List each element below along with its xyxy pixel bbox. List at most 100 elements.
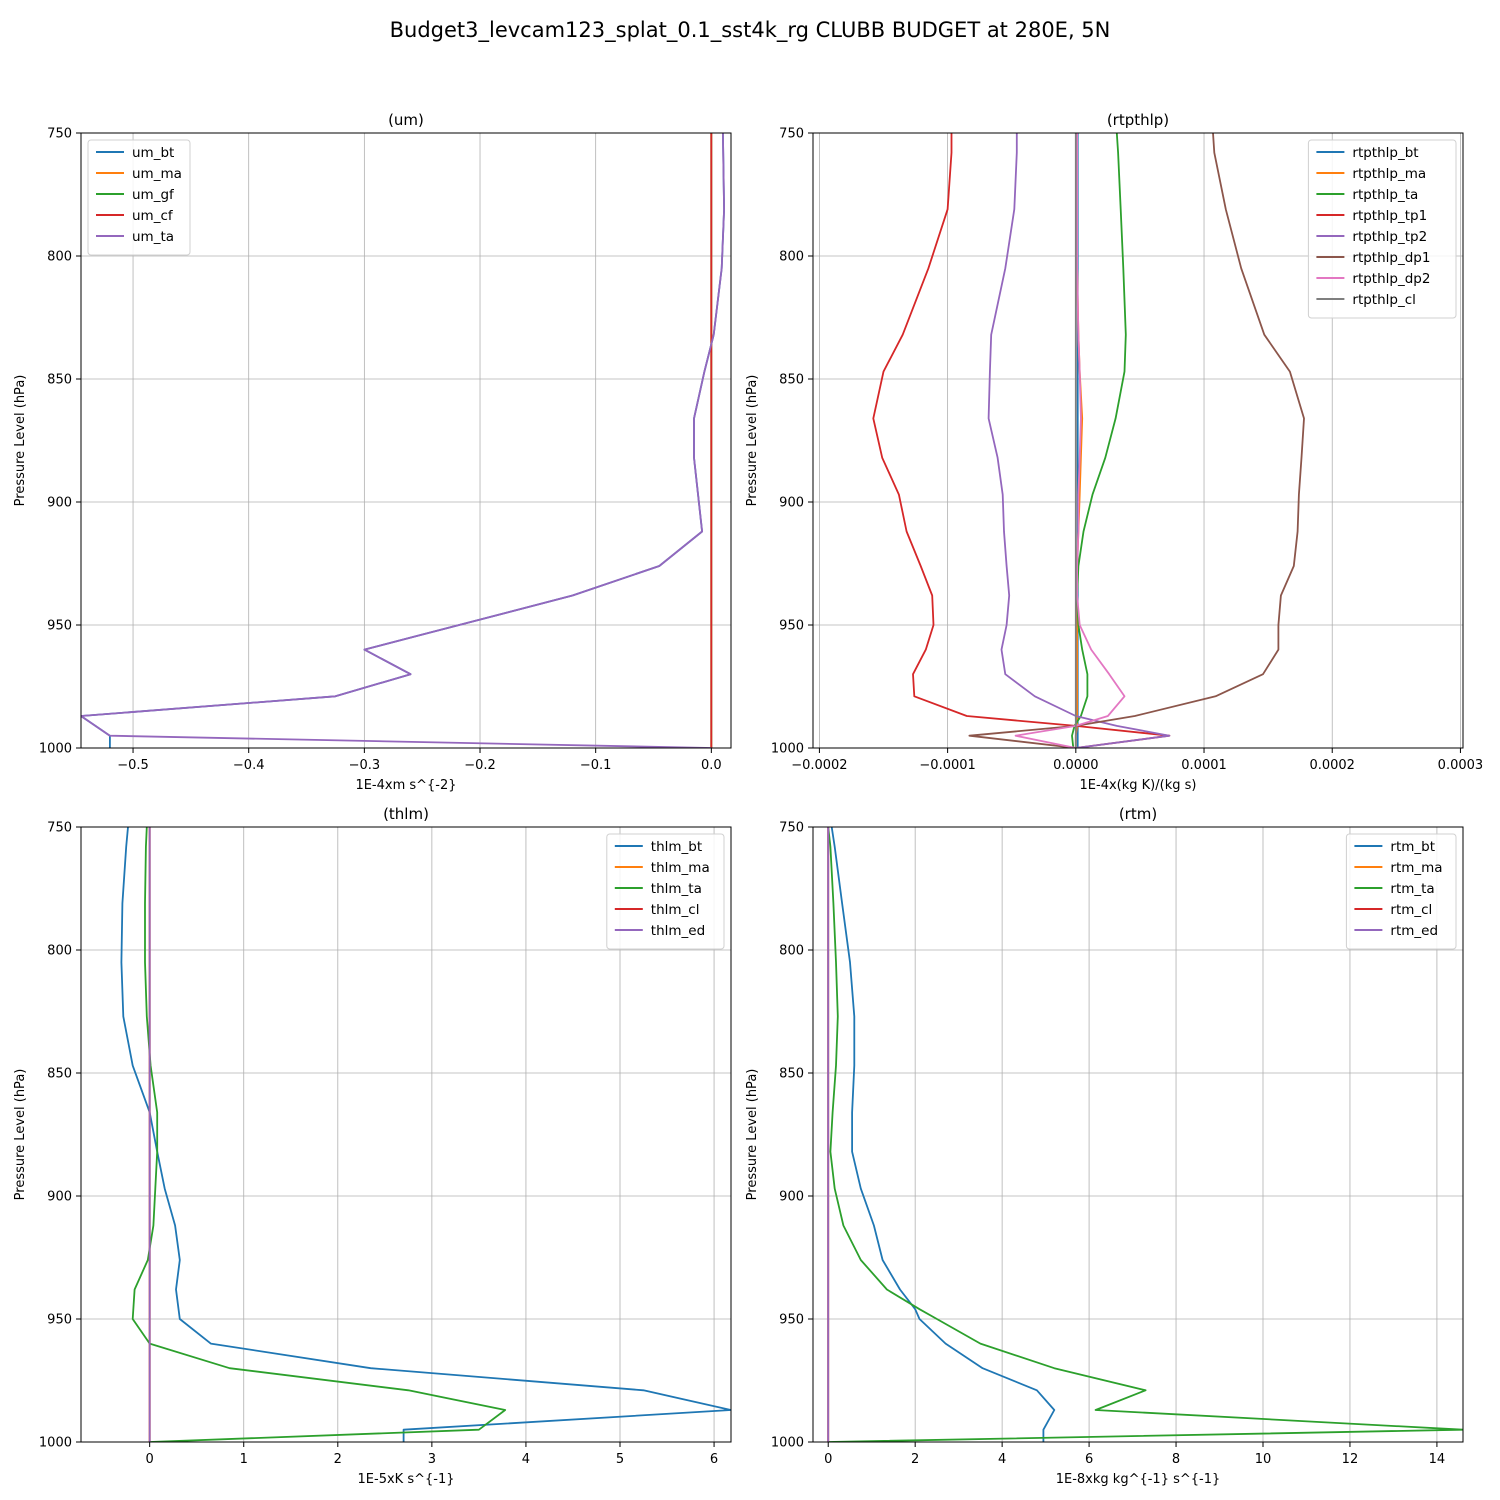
legend-label-rtpthlp_tp2: rtpthlp_tp2 xyxy=(1352,229,1427,245)
series-lines xyxy=(827,827,1463,1442)
y-tick-label: 950 xyxy=(779,619,804,634)
legend: rtpthlp_bt rtpthlp_ma rtpthlp_ta rtpthlp_tp… xyxy=(1307,139,1457,319)
series-line-thlm_bt xyxy=(120,827,731,1442)
x-tick-label: 4 xyxy=(522,1452,530,1467)
y-tick-label: 900 xyxy=(47,1190,72,1205)
x-tick-label: 0.0001 xyxy=(1181,758,1227,773)
subplot-title: (rtm) xyxy=(1119,805,1157,823)
legend-label-um_bt: um_bt xyxy=(132,145,174,161)
x-tick-label: 10 xyxy=(1255,1452,1272,1467)
y-tick-label: 950 xyxy=(47,619,72,634)
legend: thlm_bt thlm_ma thlm_ta thlm_cl thlm_ed xyxy=(606,833,725,950)
y-tick-label: 900 xyxy=(779,1190,804,1205)
series-line-rtpthlp_dp2 xyxy=(1014,133,1126,748)
series-line-rtpthlp_tp2 xyxy=(987,133,1171,748)
legend-label-rtpthlp_dp1: rtpthlp_dp1 xyxy=(1352,250,1430,266)
y-axis-label: Pressure Level (hPa) xyxy=(13,375,28,507)
figure-title: Budget3_levcam123_splat_0.1_sst4k_rg CLU… xyxy=(390,18,1111,43)
series-line-rtpthlp_tp1 xyxy=(872,133,1171,748)
y-tick-label: 800 xyxy=(779,250,804,265)
legend-label-rtpthlp_dp2: rtpthlp_dp2 xyxy=(1352,271,1430,287)
legend-label-thlm_bt: thlm_bt xyxy=(651,839,702,855)
x-tick-label: 8 xyxy=(1172,1452,1180,1467)
x-tick-label: 12 xyxy=(1342,1452,1359,1467)
y-tick-label: 950 xyxy=(779,1313,804,1328)
subplot-title: (um) xyxy=(388,111,424,129)
legend-label-thlm_ta: thlm_ta xyxy=(651,881,702,897)
x-tick-label: −0.2 xyxy=(464,758,496,773)
y-tick-label: 1000 xyxy=(771,1436,804,1451)
series-line-rtpthlp_dp1 xyxy=(968,133,1305,748)
series-lines xyxy=(120,827,731,1442)
subplot-1: −0.0002 −0.0001 0.0000 0.0001 0.0002 0.0003 75… xyxy=(745,111,1483,793)
x-tick-label: −0.0002 xyxy=(791,758,847,773)
legend-label-thlm_cl: thlm_cl xyxy=(651,902,700,918)
legend-box xyxy=(1345,833,1457,950)
x-tick-label: 0 xyxy=(146,1452,154,1467)
legend-label-rtpthlp_cl: rtpthlp_cl xyxy=(1352,292,1416,308)
x-tick-label: −0.0001 xyxy=(919,758,975,773)
y-tick-label: 1000 xyxy=(39,1436,72,1451)
x-axis-label: 1E-8xkg kg^{-1} s^{-1} xyxy=(1056,1472,1221,1487)
x-tick-label: −0.3 xyxy=(349,758,381,773)
x-tick-label: −0.4 xyxy=(233,758,265,773)
x-tick-label: 1 xyxy=(240,1452,248,1467)
y-tick-label: 850 xyxy=(779,1067,804,1082)
legend-label-um_ta: um_ta xyxy=(132,229,174,245)
legend-label-rtpthlp_ta: rtpthlp_ta xyxy=(1352,187,1418,203)
subplot-0: −0.5 −0.4 −0.3 −0.2 −0.1 0.0 750 800 850 900 950 10… xyxy=(13,111,732,793)
series-line-um_ta xyxy=(81,133,725,748)
series-line-thlm_ta xyxy=(131,827,507,1442)
y-tick-label: 850 xyxy=(47,1067,72,1082)
subplot-title: (thlm) xyxy=(383,805,429,823)
x-tick-label: −0.5 xyxy=(117,758,149,773)
y-tick-label: 800 xyxy=(47,250,72,265)
legend-box xyxy=(87,139,191,256)
legend: um_bt um_ma um_gf um_cf um_ta xyxy=(87,139,191,256)
axes-frame xyxy=(80,132,732,749)
legend-label-rtm_cl: rtm_cl xyxy=(1390,902,1432,918)
y-tick-label: 1000 xyxy=(771,742,804,757)
legend-label-rtpthlp_ma: rtpthlp_ma xyxy=(1352,166,1426,182)
legend-box xyxy=(606,833,725,950)
legend-label-rtm_ed: rtm_ed xyxy=(1390,923,1438,939)
y-tick-label: 1000 xyxy=(39,742,72,757)
legend-label-um_cf: um_cf xyxy=(132,208,174,224)
panels-container: −0.5 −0.4 −0.3 −0.2 −0.1 0.075080085090095010… xyxy=(13,111,1483,1487)
legend-label-rtpthlp_tp1: rtpthlp_tp1 xyxy=(1352,208,1427,224)
y-axis-label: Pressure Level (hPa) xyxy=(745,1069,760,1201)
y-axis-label: Pressure Level (hPa) xyxy=(13,1069,28,1201)
legend-box xyxy=(1307,139,1457,319)
y-tick-label: 950 xyxy=(47,1313,72,1328)
x-tick-label: 2 xyxy=(911,1452,919,1467)
y-tick-label: 800 xyxy=(47,944,72,959)
x-tick-label: 3 xyxy=(428,1452,436,1467)
x-axis-label: 1E-4xm s^{-2} xyxy=(355,778,456,793)
x-tick-label: −0.1 xyxy=(580,758,612,773)
x-tick-label: 0.0 xyxy=(701,758,722,773)
y-tick-label: 750 xyxy=(779,127,804,142)
axes-frame xyxy=(812,826,1464,1443)
series-line-rtpthlp_ta xyxy=(1071,133,1127,748)
legend-label-um_ma: um_ma xyxy=(132,166,182,182)
series-line-rtm_ta xyxy=(827,827,1463,1442)
series-lines xyxy=(872,133,1305,748)
legend-label-thlm_ed: thlm_ed xyxy=(651,923,705,939)
axes-frame xyxy=(812,132,1464,749)
x-tick-label: 0.0002 xyxy=(1309,758,1355,773)
y-axis-label: Pressure Level (hPa) xyxy=(745,375,760,507)
series-lines xyxy=(81,133,725,748)
legend-label-rtm_ta: rtm_ta xyxy=(1390,881,1434,897)
x-tick-label: 0 xyxy=(824,1452,832,1467)
legend-label-rtpthlp_bt: rtpthlp_bt xyxy=(1352,145,1418,161)
subplot-2: 0 1 2 3 4 5 6 750 800 850 900 950 1000 (thlm) 1E-5xK s… xyxy=(13,805,732,1487)
y-tick-label: 900 xyxy=(779,496,804,511)
subplot-title: (rtpthlp) xyxy=(1107,111,1169,129)
x-tick-label: 5 xyxy=(616,1452,624,1467)
x-tick-label: 0.0000 xyxy=(1053,758,1099,773)
legend-label-rtm_ma: rtm_ma xyxy=(1390,860,1442,876)
legend-label-um_gf: um_gf xyxy=(132,187,175,203)
y-tick-label: 800 xyxy=(779,944,804,959)
